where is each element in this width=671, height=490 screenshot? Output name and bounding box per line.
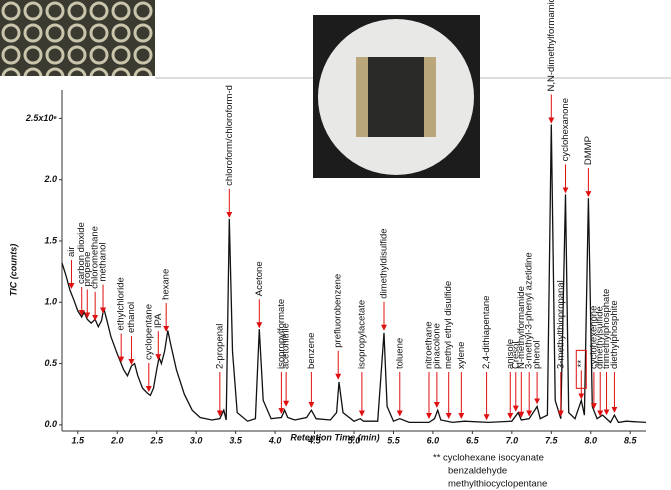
y-tick-label: 1.0 xyxy=(44,297,57,307)
footnote: ** cyclohexane isocyanate xyxy=(433,453,544,464)
annotation-label: cyclopentane xyxy=(143,304,154,360)
annotation-label: hexane xyxy=(161,269,172,300)
foam-photo xyxy=(0,0,155,76)
annotation-label: toluene xyxy=(394,338,405,369)
x-tick-label: 1.5 xyxy=(72,435,86,445)
x-tick-label: 4.0 xyxy=(268,435,282,445)
x-axis-label: Retention Time (min) xyxy=(290,432,379,442)
annotation-label: N,N-dimethylformamide xyxy=(546,0,557,92)
footnote: methylthiocyclopentane xyxy=(448,479,547,490)
annotation-label: dimethyldisulfide xyxy=(379,228,390,298)
annotation-label: methyl ethyl disulfide xyxy=(443,281,454,369)
chart: Retention Time (min) TIC (counts) 0.0 0.5… xyxy=(0,0,671,490)
y-axis-label: TIC (counts) xyxy=(8,244,18,297)
annotation-label: cyclohexanone xyxy=(560,98,571,161)
y-tick-label: 2.5x10⁶ xyxy=(25,113,58,123)
x-tick-label: 2.0 xyxy=(110,435,124,445)
annotation-label: chloroform/chloroform-d xyxy=(224,85,235,186)
footnote: benzaldehyde xyxy=(448,466,507,477)
annotation-label: 2-propenal xyxy=(214,324,225,369)
x-tick-label: 6.5 xyxy=(466,435,480,445)
x-tick-label: 8.0 xyxy=(584,435,597,445)
annotation-label: Acetone xyxy=(254,261,265,296)
x-tick-label: 3.0 xyxy=(190,435,203,445)
x-tick-label: 7.5 xyxy=(545,435,559,445)
annotation-label: diethylphosphite xyxy=(609,300,620,369)
annotation-label: 3-methylthiopropanal xyxy=(555,280,566,369)
x-tick-label: 4.5 xyxy=(307,435,322,445)
x-tick-label: 5.5 xyxy=(387,435,401,445)
annotation-label: xylene xyxy=(456,342,467,369)
annotation-label: DMMP xyxy=(583,136,594,165)
x-tick-label: 8.5 xyxy=(624,435,638,445)
annotation-label: isopropylacetate xyxy=(356,300,367,369)
annotation-label: acetonitrile xyxy=(281,323,292,369)
annotation-label: methanol xyxy=(98,242,109,281)
annotation-label: ** xyxy=(576,360,587,368)
annotation-label: 2,4-dithiapentane xyxy=(481,296,492,369)
x-tick-label: 2.5 xyxy=(149,435,164,445)
y-tick-label: 0.5 xyxy=(44,358,58,368)
y-tick-label: 1.5 xyxy=(44,235,58,245)
x-tick-label: 3.5 xyxy=(229,435,243,445)
sample-photo xyxy=(313,15,480,178)
x-tick-label: 6.0 xyxy=(427,435,440,445)
annotation-label: prefluorobenzene xyxy=(333,274,344,348)
annotation-label: pinacolone xyxy=(431,323,442,369)
annotation-label: benzene xyxy=(306,333,317,369)
x-tick-label: 5.0 xyxy=(348,435,361,445)
y-tick-label: 0.0 xyxy=(44,419,57,429)
annotation-label: ethanol xyxy=(126,302,137,333)
annotation-label: phenol xyxy=(532,340,543,369)
y-tick-label: 2.0 xyxy=(43,174,57,184)
x-tick-label: 7.0 xyxy=(506,435,519,445)
annotation-label: IPA xyxy=(153,313,164,328)
